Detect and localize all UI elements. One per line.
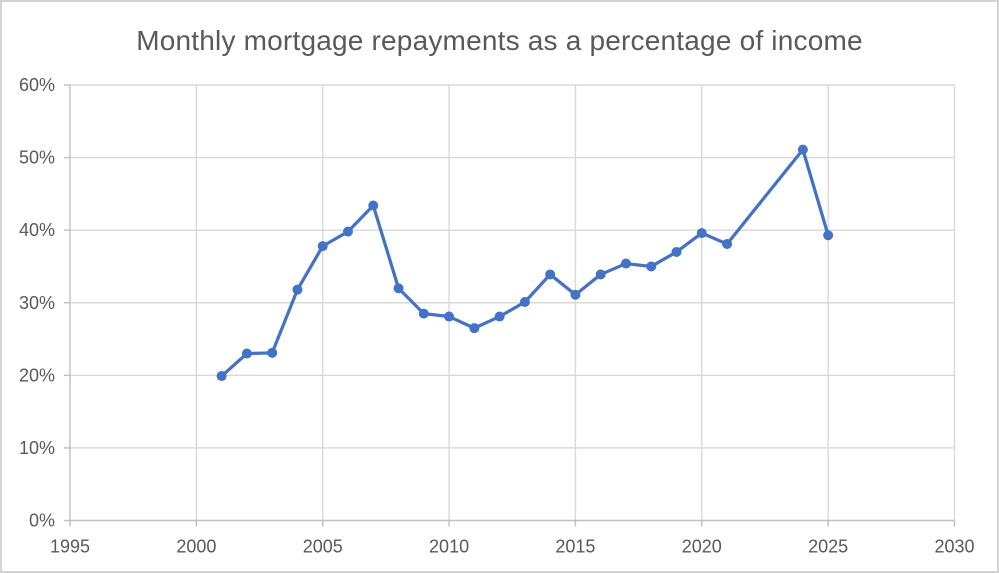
data-point: [241, 348, 252, 359]
x-tick-label: 2030: [934, 537, 974, 557]
data-point: [797, 144, 808, 155]
data-point: [696, 228, 707, 239]
data-point: [646, 261, 657, 272]
data-point: [823, 230, 834, 241]
data-point: [671, 246, 682, 257]
data-point: [570, 289, 581, 300]
data-point: [620, 258, 631, 269]
x-tick-label: 1995: [50, 537, 90, 557]
data-point: [368, 200, 379, 211]
data-point: [317, 241, 328, 252]
data-point: [267, 347, 278, 358]
data-point: [469, 323, 480, 334]
y-tick-label: 50%: [19, 148, 55, 168]
x-tick-label: 2015: [555, 537, 595, 557]
x-tick-label: 2000: [176, 537, 216, 557]
y-tick-label: 60%: [19, 75, 55, 95]
y-tick-label: 0%: [29, 511, 55, 531]
data-point: [519, 297, 530, 308]
data-point: [418, 308, 429, 319]
data-point: [216, 371, 227, 382]
y-tick-label: 20%: [19, 365, 55, 385]
x-tick-label: 2005: [303, 537, 343, 557]
x-tick-label: 2025: [808, 537, 848, 557]
data-point: [292, 284, 303, 295]
data-point: [393, 283, 404, 294]
y-tick-label: 30%: [19, 293, 55, 313]
y-tick-label: 10%: [19, 438, 55, 458]
x-tick-label: 2020: [682, 537, 722, 557]
data-point: [342, 226, 353, 237]
series-line: [220, 147, 830, 378]
data-point: [545, 269, 556, 280]
y-tick-label: 40%: [19, 220, 55, 240]
data-point: [444, 311, 455, 322]
data-point: [722, 238, 733, 249]
data-point: [494, 311, 505, 322]
chart-title[interactable]: Monthly mortgage repayments as a percent…: [136, 25, 863, 56]
x-tick-label: 2010: [429, 537, 469, 557]
data-point: [595, 269, 606, 280]
